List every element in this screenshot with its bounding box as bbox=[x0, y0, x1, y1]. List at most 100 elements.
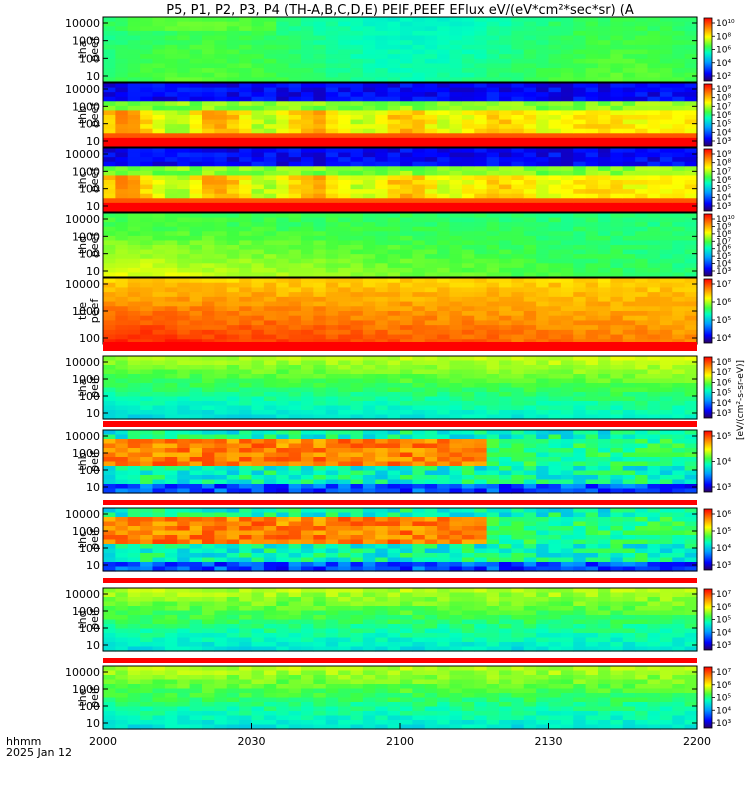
quality-flag-strip bbox=[103, 578, 697, 583]
y-tick-label: 10 bbox=[86, 265, 100, 278]
y-tick-label: 1000 bbox=[72, 373, 100, 386]
y-tick-label: 10 bbox=[86, 200, 100, 213]
spectrogram-image bbox=[103, 213, 698, 278]
colorbar-tick-label: 10⁵ bbox=[716, 694, 731, 704]
colorbar-tick-label: 10⁵ bbox=[716, 389, 731, 399]
y-tick-label: 1000 bbox=[72, 100, 100, 113]
colorbar-tick-label: 10⁴ bbox=[716, 458, 731, 468]
colorbar-tick-label: 10⁴ bbox=[716, 544, 731, 554]
figure-title: P5, P1, P2, P3, P4 (TH-A,B,C,D,E) PEIF,P… bbox=[166, 3, 634, 18]
colorbar-tick-label: 10⁷ bbox=[716, 102, 731, 112]
colorbar-tick-label: 10⁵ bbox=[716, 185, 731, 195]
panel-thd-peif: 10000 1000 100 10 thdpeif 10⁷ 10⁶ 10⁵ 10⁴ 10³ bbox=[65, 587, 731, 652]
panel-frame bbox=[102, 587, 698, 652]
colorbar-tick-label: 10³ bbox=[716, 483, 731, 493]
x-tick-label: 2100 bbox=[386, 735, 414, 748]
colorbar-tick-label: 10⁴ bbox=[716, 706, 731, 716]
y-tick-label: 1000 bbox=[72, 35, 100, 48]
colorbar-tick-label: 10⁹ bbox=[716, 85, 731, 95]
y-tick-label: 10 bbox=[86, 70, 100, 83]
x-tick-label: 2000 bbox=[89, 735, 117, 748]
colorbar-tick-label: 10¹⁰ bbox=[716, 215, 735, 225]
panel-frame bbox=[102, 429, 698, 494]
y-tick-label: 10 bbox=[86, 639, 100, 652]
panel-label: thepeef bbox=[76, 298, 101, 324]
y-tick-label: 10 bbox=[86, 481, 100, 494]
colorbar-tick-label: 10⁸ bbox=[716, 94, 731, 104]
colorbar-tick-label: 10⁶ bbox=[716, 298, 731, 308]
colorbar bbox=[703, 17, 713, 82]
colorbar-tick-label: 10⁶ bbox=[716, 681, 731, 691]
y-tick-label: 10000 bbox=[65, 588, 100, 601]
y-tick-label: 10000 bbox=[65, 666, 100, 679]
colorbar-tick-label: 10² bbox=[716, 72, 731, 82]
colorbar-unit-label: [eV/(cm²-s-sr-eV)] bbox=[736, 360, 746, 440]
spectrogram-image bbox=[103, 666, 698, 730]
colorbar-tick-label: 10⁴ bbox=[716, 59, 731, 69]
colorbar-tick-label: 10⁶ bbox=[716, 46, 731, 56]
colorbar-tick-label: 10⁶ bbox=[716, 111, 731, 121]
y-tick-label: 100 bbox=[79, 332, 100, 345]
panel-frame bbox=[102, 355, 698, 420]
y-tick-label: 1000 bbox=[72, 683, 100, 696]
colorbar-tick-label: 10⁵ bbox=[716, 252, 731, 262]
panel-frame bbox=[102, 16, 698, 83]
panel-label: thbpeef bbox=[76, 102, 101, 128]
y-tick-label: 10000 bbox=[65, 508, 100, 521]
panel-label: thepeif bbox=[76, 686, 101, 708]
panel-label: thdpeef bbox=[76, 232, 101, 258]
y-tick-label: 1000 bbox=[72, 605, 100, 618]
quality-flag-strip bbox=[103, 421, 697, 427]
y-tick-label: 10000 bbox=[65, 17, 100, 30]
colorbar-tick-label: 10⁴ bbox=[716, 260, 731, 270]
colorbar-tick-label: 10⁴ bbox=[716, 128, 731, 138]
x-tick-label: 2200 bbox=[683, 735, 711, 748]
panel-stack: 10000100010010thapeef10¹⁰10⁸10⁶10⁴10²100… bbox=[65, 16, 735, 730]
colorbar-tick-label: 10³ bbox=[716, 409, 731, 419]
colorbar-tick-label: 10⁷ bbox=[716, 590, 731, 600]
colorbar-tick-label: 10³ bbox=[716, 719, 731, 729]
y-tick-label: 10000 bbox=[65, 356, 100, 369]
colorbar-tick-label: 10⁷ bbox=[716, 280, 731, 290]
colorbar bbox=[703, 148, 713, 212]
colorbar-tick-label: 10³ bbox=[716, 137, 731, 147]
colorbar-tick-label: 10⁶ bbox=[716, 176, 731, 186]
colorbar-tick-label: 10⁵ bbox=[716, 527, 731, 537]
colorbar-tick-label: 10³ bbox=[716, 202, 731, 212]
panel-thb-peif: 10000 1000 100 10 thbpeif 10⁵ 10⁴ 10³ bbox=[65, 429, 731, 494]
quality-flag-strip bbox=[103, 500, 697, 505]
colorbar-tick-label: 10⁷ bbox=[716, 368, 731, 378]
colorbar-tick-label: 10⁹ bbox=[716, 222, 731, 232]
panel-thc-peif: 10000 1000 100 10 thcpeif 10⁶ 10⁵ 10⁴ 10³ bbox=[65, 507, 731, 572]
colorbar-tick-label: 10⁸ bbox=[716, 159, 731, 169]
colorbar bbox=[703, 666, 713, 729]
spectrogram-image bbox=[103, 508, 698, 572]
panel-tha-peef: 10000 1000 100 10 thapeef 10¹⁰ 10⁸ 10⁶ 10⁴ 10² bbox=[65, 16, 735, 83]
panel-the-peif: 10000 1000 100 10 thepeif 10⁷ 10⁶ 10⁵ 10⁴ 10³ bbox=[65, 665, 731, 730]
y-tick-label: 100 bbox=[79, 390, 100, 403]
colorbar bbox=[703, 430, 713, 493]
quality-flag-strip bbox=[103, 658, 697, 663]
spectrogram-image bbox=[103, 356, 698, 420]
colorbar-tick-label: 10⁸ bbox=[716, 230, 731, 240]
y-tick-label: 10 bbox=[86, 135, 100, 148]
colorbar-tick-label: 10⁵ bbox=[716, 616, 731, 626]
colorbar-tick-label: 10⁵ bbox=[716, 316, 731, 326]
y-tick-label: 10 bbox=[86, 407, 100, 420]
colorbar-tick-label: 10³ bbox=[716, 267, 731, 277]
y-tick-label: 1000 bbox=[72, 165, 100, 178]
y-tick-label: 100 bbox=[79, 700, 100, 713]
colorbar bbox=[703, 83, 713, 147]
colorbar-tick-label: 10⁴ bbox=[716, 399, 731, 409]
colorbar-tick-label: 10⁶ bbox=[716, 510, 731, 520]
y-tick-label: 10000 bbox=[65, 430, 100, 443]
y-tick-label: 1000 bbox=[72, 305, 100, 318]
colorbar-tick-label: 10⁶ bbox=[716, 603, 731, 613]
x-axis-label: hhmm bbox=[6, 735, 41, 748]
y-tick-label: 10000 bbox=[65, 83, 100, 96]
colorbar-tick-label: 10⁵ bbox=[716, 432, 731, 442]
colorbar-tick-label: 10⁷ bbox=[716, 167, 731, 177]
panel-the-peef: 10000 1000 100 thepeef 10⁷ 10⁶ 10⁵ 10⁴ bbox=[65, 277, 731, 345]
panel-frame bbox=[102, 82, 698, 148]
